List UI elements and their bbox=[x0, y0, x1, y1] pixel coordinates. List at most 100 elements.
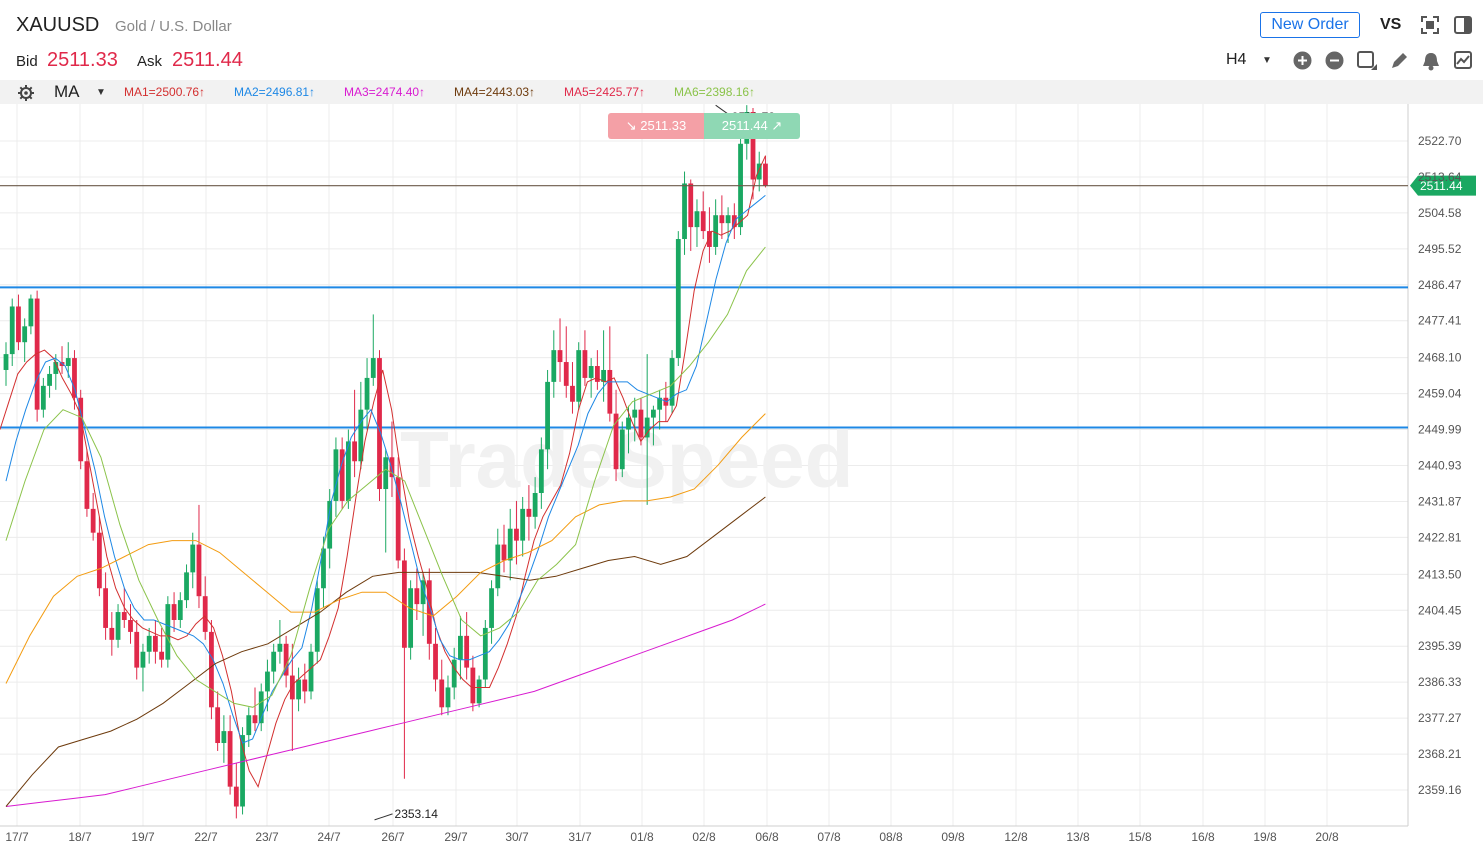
candle-body bbox=[140, 651, 146, 668]
candle-body bbox=[638, 409, 644, 438]
ma-line-ma3 bbox=[5, 603, 766, 807]
symbol-description: Gold / U.S. Dollar bbox=[115, 18, 232, 35]
candle-body bbox=[700, 211, 706, 232]
candle-body bbox=[601, 369, 606, 382]
candle-body bbox=[153, 635, 158, 652]
price-axis-tick-label: 2386.33 bbox=[1418, 675, 1462, 689]
candle-body bbox=[756, 163, 762, 180]
candle-body bbox=[619, 429, 625, 470]
candle-body bbox=[383, 457, 389, 490]
indicator-bar bbox=[0, 80, 1483, 104]
ma2-value: MA2=2496.81↑ bbox=[234, 85, 316, 99]
candle-body bbox=[507, 528, 513, 561]
fullscreen-icon[interactable] bbox=[1421, 16, 1439, 34]
candle-body bbox=[364, 377, 370, 410]
candle-body bbox=[34, 298, 40, 410]
time-axis-tick-label: 19/8 bbox=[1253, 830, 1277, 844]
ma1-value: MA1=2500.76↑ bbox=[124, 85, 206, 99]
ma-line-ma4 bbox=[5, 496, 766, 807]
candle-body bbox=[190, 544, 196, 573]
time-axis-tick-label: 20/8 bbox=[1315, 830, 1339, 844]
zoom-in-icon[interactable] bbox=[1293, 51, 1312, 70]
candle-body bbox=[669, 358, 675, 406]
header: XAUUSD Gold / U.S. Dollar Bid 2511.33 As… bbox=[0, 0, 1483, 80]
buy-quote-box[interactable]: 2511.44 ↗ bbox=[704, 113, 800, 139]
candle-body bbox=[209, 631, 214, 708]
candle-body bbox=[47, 373, 52, 386]
indicator-select[interactable]: MA bbox=[54, 82, 80, 101]
alert-bell-icon[interactable] bbox=[1422, 51, 1440, 71]
candle-body bbox=[358, 409, 364, 462]
candle-body bbox=[227, 731, 233, 787]
price-axis-tick-label: 2404.45 bbox=[1418, 603, 1462, 617]
settings-gear-icon[interactable] bbox=[17, 84, 35, 102]
candle-body bbox=[53, 362, 59, 374]
candle-body bbox=[72, 358, 77, 398]
candle-body bbox=[470, 667, 476, 704]
candle-body bbox=[165, 604, 171, 660]
compare-vs-button[interactable]: VS bbox=[1380, 16, 1402, 33]
candle-body bbox=[657, 397, 663, 410]
price-axis-tick-label: 2468.10 bbox=[1418, 351, 1462, 365]
ma-line-ma2 bbox=[5, 195, 766, 744]
candle-body bbox=[570, 385, 575, 402]
candle-body bbox=[451, 659, 457, 688]
candle-body bbox=[352, 441, 357, 462]
bid-label: Bid bbox=[16, 53, 38, 70]
price-axis-tick-label: 2477.41 bbox=[1418, 314, 1462, 328]
ma6-value: MA6=2398.16↑ bbox=[674, 85, 756, 99]
candle-body bbox=[377, 358, 382, 490]
chevron-down-icon[interactable]: ▼ bbox=[1262, 55, 1272, 66]
candle-body bbox=[339, 449, 345, 501]
price-axis-tick-label: 2422.81 bbox=[1418, 530, 1462, 544]
candle-body bbox=[159, 651, 165, 660]
price-axis-tick-label: 2440.93 bbox=[1418, 459, 1462, 473]
ma4-value: MA4=2443.03↑ bbox=[454, 85, 536, 99]
price-axis-tick-label: 2413.50 bbox=[1418, 567, 1462, 581]
candle-body bbox=[688, 183, 694, 228]
candle-body bbox=[84, 461, 90, 509]
time-axis-tick-label: 19/7 bbox=[131, 830, 155, 844]
sidebar-toggle-icon[interactable] bbox=[1454, 16, 1472, 34]
candle-body bbox=[719, 215, 725, 224]
candle-body bbox=[3, 354, 9, 370]
candle-body bbox=[644, 417, 650, 438]
time-axis-tick-label: 26/7 bbox=[381, 830, 405, 844]
chevron-down-icon[interactable]: ▼ bbox=[96, 87, 106, 98]
crosshair-icon[interactable] bbox=[1356, 50, 1378, 72]
candle-body bbox=[121, 612, 127, 620]
ma-line-ma6 bbox=[5, 246, 766, 708]
candle-body bbox=[420, 580, 426, 605]
candle-body bbox=[563, 362, 569, 386]
time-axis-tick-label: 18/7 bbox=[68, 830, 92, 844]
candle-body bbox=[514, 528, 519, 541]
chart-type-icon[interactable] bbox=[1453, 50, 1475, 72]
candle-body bbox=[426, 580, 432, 644]
current-price-tag-label: 2511.44 bbox=[1420, 179, 1463, 193]
sell-quote-box[interactable]: ↘ 2511.33 bbox=[608, 113, 704, 139]
candle-body bbox=[258, 691, 264, 724]
candle-body bbox=[134, 631, 140, 668]
zoom-out-icon[interactable] bbox=[1325, 51, 1344, 70]
candle-body bbox=[184, 572, 189, 601]
candle-body bbox=[196, 544, 202, 597]
candle-body bbox=[308, 651, 314, 692]
candle-body bbox=[9, 306, 15, 355]
candle-body bbox=[327, 500, 333, 549]
symbol-name[interactable]: XAUUSD bbox=[16, 14, 100, 36]
price-axis-tick-label: 2495.52 bbox=[1418, 242, 1462, 256]
ma3-value: MA3=2474.40↑ bbox=[344, 85, 426, 99]
candle-body bbox=[545, 381, 550, 450]
candle-body bbox=[16, 306, 21, 343]
bid-value: 2511.33 bbox=[47, 49, 118, 71]
candle-body bbox=[707, 231, 712, 247]
candle-body bbox=[296, 679, 301, 700]
candle-body bbox=[202, 596, 208, 632]
new-order-button[interactable]: New Order bbox=[1260, 12, 1360, 38]
time-axis-tick-label: 30/7 bbox=[505, 830, 529, 844]
timeframe-select[interactable]: H4 bbox=[1226, 51, 1247, 68]
price-chart[interactable]: TradeSpeed2511.442531.732353.142522.7025… bbox=[0, 104, 1483, 849]
price-axis-tick-label: 2395.39 bbox=[1418, 639, 1462, 653]
time-axis-tick-label: 22/7 bbox=[194, 830, 218, 844]
draw-pencil-icon[interactable] bbox=[1389, 51, 1409, 71]
